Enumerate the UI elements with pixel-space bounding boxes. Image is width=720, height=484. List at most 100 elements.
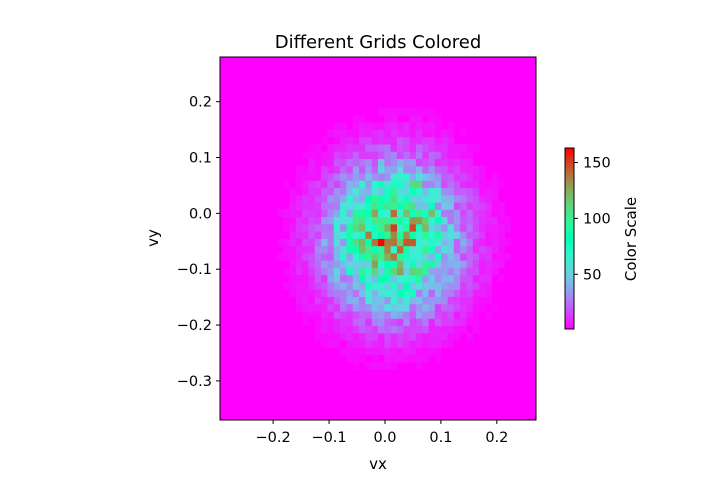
heatmap-cell — [333, 318, 341, 327]
heatmap-cell — [384, 311, 392, 319]
heatmap-cell — [302, 223, 309, 232]
heatmap-cell — [472, 144, 480, 152]
heatmap-cell — [498, 245, 505, 254]
heatmap-cell — [352, 144, 360, 152]
heatmap-cell — [485, 245, 493, 254]
heatmap-cell — [498, 231, 505, 239]
heatmap-cell — [485, 311, 493, 319]
heatmap-cell — [460, 194, 467, 203]
y-tick-label: 0.1 — [189, 151, 212, 167]
heatmap-cell — [321, 303, 328, 312]
heatmap-cell — [283, 209, 290, 218]
heatmap-cell — [378, 136, 385, 145]
heatmap-cell — [352, 318, 360, 327]
heatmap-cell — [428, 122, 436, 130]
heatmap-cell — [346, 202, 354, 210]
heatmap-cell — [472, 180, 480, 189]
heatmap-cell — [308, 303, 316, 312]
heatmap-cell — [308, 267, 316, 276]
heatmap-cell — [409, 194, 417, 203]
heatmap-cell — [390, 347, 398, 356]
heatmap-cell — [314, 267, 322, 276]
heatmap-cell — [428, 260, 436, 268]
heatmap-cell — [409, 180, 417, 189]
colorbar-tick-label: 50 — [583, 267, 601, 283]
heatmap-cell — [415, 354, 423, 363]
heatmap-cell — [396, 107, 404, 116]
heatmap-cell — [340, 325, 347, 334]
heatmap-cell — [327, 216, 335, 225]
heatmap-cell — [453, 187, 461, 196]
x-axis-label: vx — [369, 455, 387, 473]
heatmap-cell — [295, 223, 303, 232]
heatmap-cell — [441, 129, 448, 138]
heatmap-cell — [447, 231, 455, 239]
colorbar-tick-label: 150 — [583, 156, 611, 172]
heatmap-cell — [403, 165, 410, 174]
heatmap-cell — [479, 289, 486, 297]
heatmap-cell — [352, 122, 360, 130]
heatmap-cell — [302, 238, 309, 247]
heatmap-cell — [434, 136, 442, 145]
heatmap-cell — [422, 332, 429, 341]
heatmap-cell — [396, 216, 404, 225]
heatmap-cell — [365, 165, 373, 174]
heatmap-cell — [447, 209, 455, 218]
heatmap-cell — [472, 238, 480, 247]
heatmap-cell — [472, 223, 480, 232]
heatmap-cell — [365, 303, 373, 312]
heatmap-cell — [498, 202, 505, 210]
heatmap-cell — [479, 253, 486, 261]
heatmap-cell — [359, 136, 366, 145]
heatmap-cell — [371, 253, 379, 261]
heatmap-cell — [378, 332, 385, 341]
heatmap-cell — [460, 158, 467, 167]
heatmap-cell — [485, 289, 493, 297]
heatmap-cell — [434, 173, 442, 181]
heatmap-cell — [384, 289, 392, 297]
heatmap-cell — [396, 173, 404, 181]
heatmap-cell — [333, 194, 341, 203]
heatmap-cell — [359, 231, 366, 239]
plot-frame — [219, 56, 537, 421]
heatmap-cell — [346, 238, 354, 247]
heatmap-cell — [409, 151, 417, 160]
heatmap-cell — [472, 267, 480, 276]
heatmap-cell — [403, 311, 410, 319]
heatmap-cell — [485, 238, 493, 247]
heatmap-cell — [441, 136, 448, 145]
heatmap-cell — [485, 253, 493, 261]
heatmap-cell — [415, 165, 423, 174]
heatmap-cell — [346, 223, 354, 232]
heatmap-cell — [403, 347, 410, 356]
heatmap-cell — [428, 173, 436, 181]
heatmap-cell — [403, 296, 410, 305]
heatmap-cell — [346, 318, 354, 327]
heatmap-cell — [491, 223, 499, 232]
heatmap-cell — [422, 223, 429, 232]
heatmap-cell — [378, 347, 385, 356]
heatmap-cell — [314, 274, 322, 283]
heatmap-cell — [466, 202, 474, 210]
heatmap-cell — [295, 238, 303, 247]
heatmap-cell — [441, 325, 448, 334]
heatmap-cell — [321, 318, 328, 327]
heatmap-cell — [447, 173, 455, 181]
heatmap-cell — [491, 303, 499, 312]
heatmap-cell — [346, 165, 354, 174]
heatmap-cell — [466, 303, 474, 312]
heatmap-cell — [447, 122, 455, 130]
heatmap-cell — [485, 223, 493, 232]
heatmap-cell — [485, 267, 493, 276]
heatmap-cell — [371, 332, 379, 341]
heatmap-cell — [346, 194, 354, 203]
heatmap-cell — [340, 303, 347, 312]
heatmap-cell — [396, 303, 404, 312]
heatmap-cell — [422, 245, 429, 254]
heatmap-cell — [321, 332, 328, 341]
heatmap-cell — [434, 296, 442, 305]
heatmap-cell — [340, 216, 347, 225]
heatmap-cell — [403, 122, 410, 130]
heatmap-cell — [390, 151, 398, 160]
heatmap-cell — [384, 325, 392, 334]
